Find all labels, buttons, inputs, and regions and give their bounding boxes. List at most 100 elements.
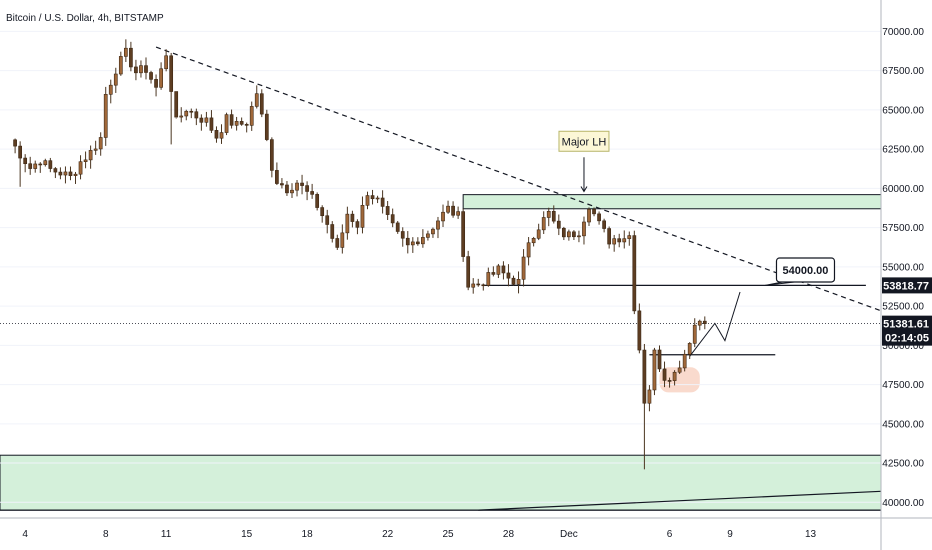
candle [204,111,209,127]
candle [18,141,22,187]
candle [390,208,395,228]
candle [83,151,88,169]
candle-body [697,320,702,326]
candle-body [632,235,637,312]
candle-body [546,211,551,218]
candle-body [108,84,113,95]
candle [280,178,284,189]
candle [511,275,516,286]
candle-body [320,207,325,217]
candle [461,208,466,262]
candle-body [415,241,420,245]
candle-body [169,55,174,92]
candle-body [511,277,516,285]
candle [405,231,410,254]
candle-body [88,150,93,161]
y-tick-label: 55000.00 [882,262,924,273]
candle [53,167,58,179]
candle [269,137,274,178]
candle-body [395,222,400,232]
candle-body [78,161,83,175]
candle [264,109,269,142]
candle-body [315,194,320,208]
candle [496,263,501,279]
candle [456,206,460,219]
candle-body [249,106,254,126]
last-price-badge-text: 51381.61 [883,319,929,331]
candle [48,157,53,173]
candle [526,237,531,266]
candle-body [436,220,440,230]
candle [275,162,279,186]
candle-body [13,139,17,147]
candle [536,223,541,241]
candle-body [345,213,350,234]
x-tick-label: 4 [22,529,28,540]
candles-layer [13,39,707,470]
candle-body [204,117,209,123]
candle [602,218,606,233]
candle [179,107,184,123]
candle [28,156,33,175]
candle [395,220,400,234]
candle-body [637,310,642,351]
candle [345,206,350,240]
candle-body [365,195,370,206]
candle [451,201,455,218]
candle-body [456,211,460,216]
candle-body [73,173,78,176]
lines-layer [0,46,882,511]
candle [58,167,63,180]
candle [677,360,682,375]
y-tick-label: 52500.00 [882,302,924,313]
candle-body [254,93,259,107]
level-badge: 53818.77 [882,277,932,294]
candle-body [234,121,239,126]
candle [149,70,153,84]
candle [38,162,43,173]
x-tick-label: 25 [442,529,454,540]
candle-body [682,353,687,369]
candle [305,181,309,201]
y-tick-label: 62500.00 [882,145,924,156]
candle [647,385,652,412]
candle-body [199,117,204,123]
candle [43,158,48,167]
candle-body [446,205,450,213]
candle [385,201,390,221]
candle-body [582,221,586,237]
y-tick-label: 50000.00 [882,341,924,352]
candle-body [627,235,632,239]
candle [139,60,143,78]
candle-body [622,238,627,243]
candle-body [43,160,48,166]
symbol-title: Bitcoin / U.S. Dollar, 4h, BITSTAMP [6,13,164,24]
candle [290,183,294,198]
candle-body [481,284,486,287]
candle-body [536,229,541,239]
candle-body [129,47,133,68]
target-label[interactable]: 54000.00 [765,257,836,286]
candle [199,114,204,131]
candle [400,227,405,247]
last-price-badge-text: 02:14:05 [885,333,929,345]
x-tick-label: 8 [103,529,109,540]
candle-body [400,231,405,239]
candle-body [18,145,22,159]
candle-body [93,148,98,151]
candle [597,211,601,225]
major-lh-label[interactable]: Major LH [558,130,610,193]
candle [627,231,632,246]
candle [295,179,299,197]
candle-body [68,171,73,176]
candle [410,237,415,253]
candle [108,79,113,104]
price-axis[interactable]: 40000.00 42500.00 45000.00 47500.00 50000.00… [882,27,932,509]
candle-body [617,238,622,243]
candle [587,207,591,227]
time-axis[interactable]: 4 8 11 15 18 22 25 28 Dec 6 9 13 [22,529,816,540]
candle [13,138,17,154]
candle [556,214,561,236]
candle-body [340,232,345,248]
